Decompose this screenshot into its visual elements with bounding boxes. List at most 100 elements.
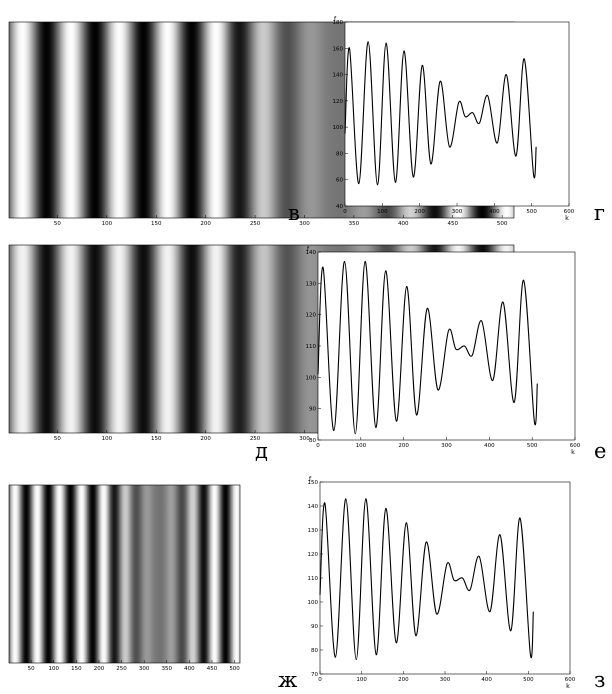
- x-tick-label: 500: [527, 443, 538, 449]
- y-axis-label: f: [334, 15, 337, 23]
- line-plot-g: 0 100 200 300 400 500 600 40 60 80 100 120 140 160 180…: [333, 15, 575, 222]
- label-zh: ж: [278, 668, 298, 692]
- x-tick-label: 400: [184, 666, 195, 672]
- image-frame: [8, 484, 241, 664]
- label-e: е: [594, 439, 607, 463]
- x-tick-label: 300: [139, 666, 150, 672]
- y-tick-label: 100: [333, 125, 344, 131]
- y-tick-label: 130: [306, 281, 317, 287]
- x-tick-label: 300: [441, 443, 452, 449]
- x-tick-label: 250: [250, 221, 261, 227]
- x-tick-label: 600: [570, 443, 581, 449]
- x-tick-label: 100: [377, 209, 388, 215]
- plot-panel-g: 0 100 200 300 400 500 600 40 60 80 100 120 140 160 180…: [325, 10, 595, 222]
- x-tick-label: 350: [349, 221, 360, 227]
- y-tick-label: 140: [333, 73, 344, 79]
- axes-frame: [317, 251, 576, 441]
- series-line: [319, 498, 534, 661]
- x-tick-label: 200: [200, 436, 211, 442]
- x-tick-label: 100: [49, 666, 60, 672]
- series-line: [317, 260, 538, 435]
- y-tick-label: 160: [333, 46, 344, 52]
- x-tick-label: 300: [452, 209, 463, 215]
- y-tick-label: 60: [336, 178, 343, 184]
- x-tick-label: 300: [440, 677, 451, 683]
- x-tick-label: 100: [356, 443, 367, 449]
- x-tick-label: 500: [526, 209, 537, 215]
- x-tick-label: 500: [229, 666, 240, 672]
- y-tick-label: 100: [308, 600, 319, 606]
- y-tick-label: 110: [308, 576, 319, 582]
- x-tick-label: 250: [250, 436, 261, 442]
- y-tick-label: 120: [333, 99, 344, 105]
- x-tick-label: 50: [54, 221, 61, 227]
- x-tick-label: 350: [162, 666, 173, 672]
- plot-panel-e: 0 100 200 300 400 500 600 80 90 100 110 120 130 140 f k: [300, 240, 600, 456]
- x-tick-label: 200: [94, 666, 105, 672]
- y-tick-label: 110: [306, 344, 317, 350]
- x-tick-label: 450: [207, 666, 218, 672]
- x-tick-label: 200: [200, 221, 211, 227]
- label-g: г: [594, 201, 606, 225]
- image-area: [9, 485, 240, 663]
- x-tick-label: 100: [356, 677, 367, 683]
- x-tick-label: 600: [565, 677, 576, 683]
- x-tick-label: 150: [151, 221, 162, 227]
- line-plot-z: 0 100 200 300 400 500 600 70 80 90 100 110 120 130 140…: [308, 475, 576, 690]
- y-tick-label: 180: [333, 20, 344, 26]
- x-tick-label: 0: [343, 209, 347, 215]
- x-tick-label: 0: [316, 443, 320, 449]
- x-tick-label: 100: [102, 436, 113, 442]
- y-axis-label: f: [307, 245, 310, 253]
- x-tick-label: 400: [398, 221, 409, 227]
- y-tick-label: 90: [311, 624, 318, 630]
- y-tick-label: 80: [311, 648, 318, 654]
- image-panel-v: 50 100 150 200 250 300 350 400 450 500: [0, 10, 515, 227]
- y-axis-label: f: [309, 475, 312, 483]
- x-tick-label: 400: [484, 443, 495, 449]
- image-panel-zh: 50 100 150 200 250 300 350 400 450 500: [0, 458, 315, 673]
- intensity-image-zh: 50 100 150 200 250 300 350 400 450 500: [8, 484, 241, 672]
- label-v: в: [288, 201, 300, 225]
- x-tick-label: 50: [54, 436, 61, 442]
- x-tick-label: 500: [497, 221, 508, 227]
- y-tick-label: 40: [336, 204, 343, 210]
- x-tick-label: 250: [116, 666, 127, 672]
- x-tick-label: 0: [318, 677, 322, 683]
- y-tick-label: 140: [308, 504, 319, 510]
- x-tick-label: 50: [28, 666, 35, 672]
- label-z: з: [594, 668, 606, 692]
- intensity-image-v: 50 100 150 200 250 300 350 400 450 500: [8, 21, 515, 227]
- y-tick-label: 80: [309, 438, 316, 444]
- y-tick-label: 100: [306, 375, 317, 381]
- x-tick-label: 400: [481, 677, 492, 683]
- y-tick-label: 120: [306, 313, 317, 319]
- y-tick-label: 90: [309, 407, 316, 413]
- series-line: [344, 41, 537, 186]
- y-tick-label: 140: [306, 250, 317, 256]
- x-axis-label: k: [565, 214, 569, 222]
- label-d: д: [255, 439, 268, 463]
- y-tick-label: 120: [308, 552, 319, 558]
- x-tick-label: 200: [414, 209, 425, 215]
- x-tick-label: 200: [398, 677, 409, 683]
- x-tick-label: 100: [102, 221, 113, 227]
- x-axis-label: k: [571, 448, 575, 456]
- x-tick-label: 500: [523, 677, 534, 683]
- x-tick-label: 450: [447, 221, 458, 227]
- x-tick-label: 150: [71, 666, 82, 672]
- x-tick-label: 300: [299, 436, 310, 442]
- x-tick-label: 150: [151, 436, 162, 442]
- x-tick-label: 300: [299, 221, 310, 227]
- y-tick-label: 150: [308, 480, 319, 486]
- x-tick-label: 400: [489, 209, 500, 215]
- plot-panel-z: 0 100 200 300 400 500 600 70 80 90 100 110 120 130 140…: [300, 470, 600, 690]
- x-tick-label: 200: [398, 443, 409, 449]
- x-tick-label: 600: [564, 209, 575, 215]
- y-tick-label: 70: [311, 672, 318, 678]
- x-axis-label: k: [566, 682, 570, 690]
- axes-frame: [319, 481, 571, 675]
